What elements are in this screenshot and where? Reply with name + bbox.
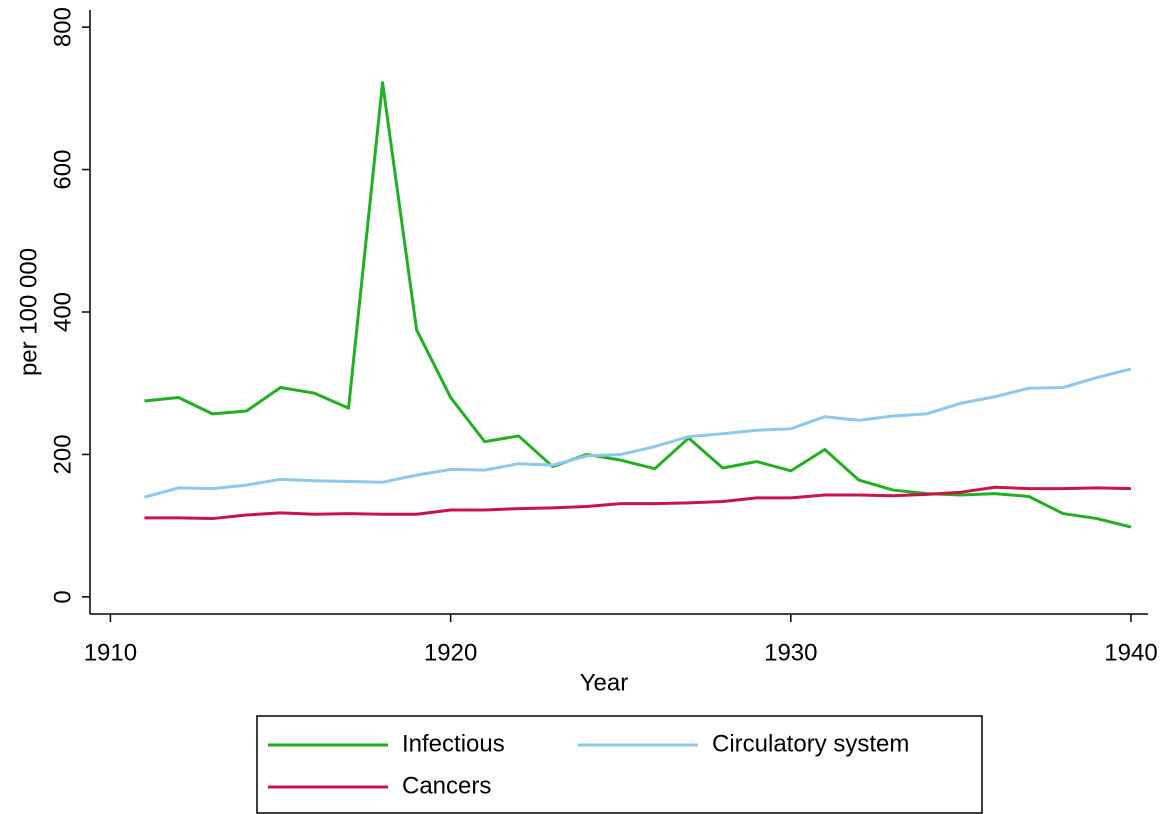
legend-label: Cancers [402,772,491,799]
x-axis-label: Year [580,669,629,696]
legend-box [256,715,983,814]
y-tick-label: 600 [49,150,76,190]
x-tick-label: 1910 [84,639,137,666]
line-series [144,485,1132,521]
x-tick-label: 1930 [764,639,817,666]
legend-label: Circulatory system [712,730,909,757]
y-tick-label: 0 [49,590,76,603]
y-tick-label: 200 [49,434,76,474]
y-axis-label: per 100 000 [15,248,42,376]
x-tick-label: 1920 [424,639,477,666]
line-series [144,81,1132,529]
y-tick-label: 400 [49,292,76,332]
y-tick-label: 800 [49,7,76,47]
x-tick-label: 1940 [1104,639,1157,666]
line-series [144,367,1132,499]
legend-label: Infectious [402,730,505,757]
